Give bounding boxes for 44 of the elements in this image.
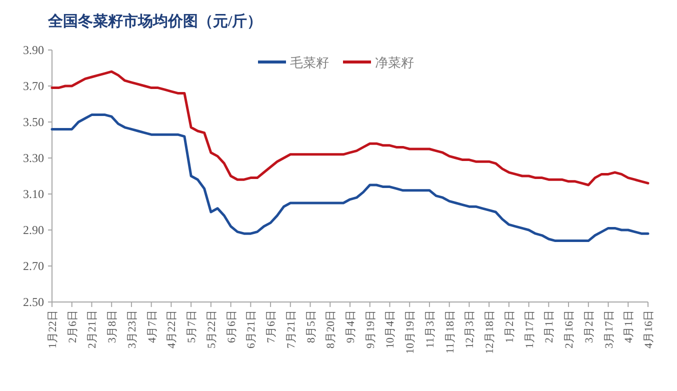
- x-tick-label: 12月18日: [484, 310, 496, 354]
- legend-label: 毛菜籽: [290, 55, 329, 70]
- legend-label: 净菜籽: [375, 55, 414, 70]
- x-tick-label: 2月16日: [564, 310, 576, 348]
- x-tick-label: 4月1日: [623, 310, 636, 343]
- x-tick-label: 3月17日: [603, 310, 616, 348]
- y-tick-label: 3.90: [23, 43, 44, 57]
- x-tick-label: 11月18日: [444, 310, 456, 354]
- x-tick-label: 1月2日: [504, 310, 516, 343]
- x-tick-label: 5月22日: [206, 310, 218, 348]
- x-tick-label: 3月2日: [583, 310, 596, 343]
- y-tick-label: 2.90: [23, 223, 44, 237]
- x-tick-label: 9月19日: [364, 310, 377, 348]
- x-tick-label: 11月3日: [424, 310, 436, 348]
- x-tick-label: 6月6日: [226, 310, 238, 343]
- x-tick-label: 9月4日: [345, 310, 357, 343]
- x-tick-label: 2月1日: [544, 310, 556, 343]
- x-tick-label: 2月6日: [66, 310, 79, 343]
- chart-title: 全国冬菜籽市场均价图（元/斤）: [47, 12, 262, 30]
- x-tick-label: 8月5日: [305, 310, 318, 343]
- y-tick-label: 3.70: [23, 79, 44, 93]
- x-tick-label: 10月4日: [384, 310, 397, 348]
- x-tick-label: 7月21日: [285, 310, 298, 348]
- x-tick-label: 4月16日: [643, 310, 655, 348]
- y-tick-label: 3.50: [23, 115, 44, 129]
- x-tick-label: 2月21日: [86, 310, 99, 348]
- x-tick-label: 12月3日: [464, 310, 476, 348]
- x-tick-label: 3月8日: [106, 310, 119, 343]
- x-tick-label: 6月21日: [246, 310, 258, 348]
- y-tick-label: 2.50: [23, 295, 44, 309]
- x-tick-label: 7月6日: [266, 310, 278, 343]
- y-tick-label: 3.10: [23, 187, 44, 201]
- line-series: [50, 70, 650, 186]
- x-tick-label: 5月7日: [186, 310, 198, 343]
- x-tick-label: 10月19日: [404, 310, 417, 354]
- x-tick-label: 3月23日: [126, 310, 138, 348]
- line-series: [50, 114, 650, 242]
- y-tick-label: 2.70: [23, 259, 44, 273]
- x-tick-label: 4月22日: [166, 310, 178, 348]
- x-tick-label: 1月22日: [47, 310, 59, 348]
- y-tick-label: 3.30: [23, 151, 44, 165]
- x-tick-label: 4月7日: [146, 310, 158, 343]
- x-tick-label: 8月20日: [325, 310, 338, 348]
- x-tick-label: 1月17日: [524, 310, 536, 348]
